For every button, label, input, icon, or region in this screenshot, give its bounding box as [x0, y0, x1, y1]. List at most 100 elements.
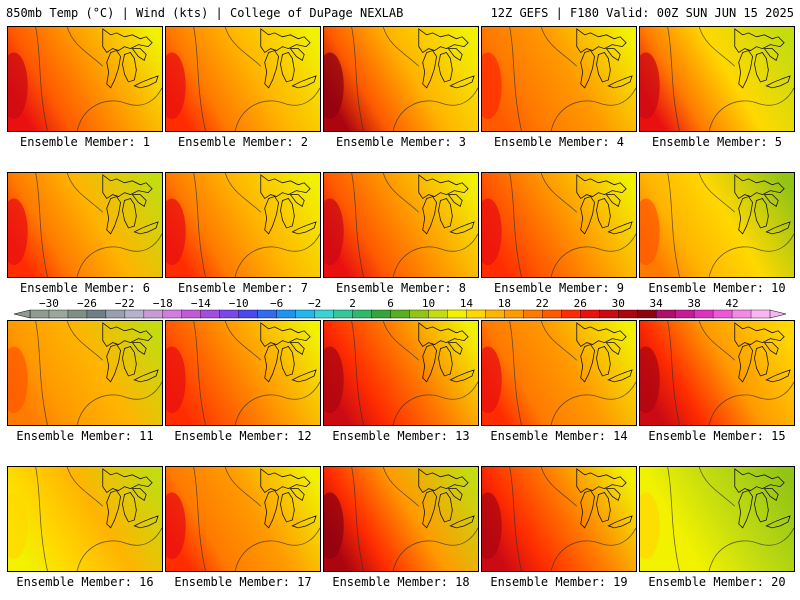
- colorbar-swatch: [693, 309, 714, 319]
- height-contours: [193, 27, 320, 131]
- colorbar-swatch: [162, 309, 183, 319]
- temperature-field: [324, 321, 478, 425]
- temperature-field: [482, 173, 636, 277]
- temperature-field: [640, 467, 794, 571]
- temperature-field: [324, 467, 478, 571]
- warm-core-shading: [8, 346, 28, 414]
- temperature-field: [640, 321, 794, 425]
- ensemble-map-panel: [165, 26, 321, 132]
- warm-core-shading: [8, 492, 28, 560]
- colorbar-swatch: [143, 309, 164, 319]
- colorbar-tick-label: 38: [687, 297, 701, 310]
- colorbar-swatch: [86, 309, 107, 319]
- temperature-field: [166, 467, 320, 571]
- ensemble-map-panel: [481, 320, 637, 426]
- great-lakes-outline: [102, 174, 159, 235]
- height-contours: [667, 321, 794, 425]
- ensemble-map-panel: [639, 320, 795, 426]
- colorbar-swatch: [314, 309, 335, 319]
- colorbar-tick-label: 30: [611, 297, 625, 310]
- colorbar-tick-label: −30: [39, 297, 59, 310]
- height-contours: [509, 173, 636, 277]
- ensemble-map-panel: [7, 172, 163, 278]
- colorbar-tick-label: −6: [270, 297, 284, 310]
- temperature-field: [8, 173, 162, 277]
- ensemble-member-label: Ensemble Member: 19: [490, 575, 628, 589]
- ensemble-member-label: Ensemble Member: 10: [648, 281, 786, 295]
- colorbar-swatch: [409, 309, 430, 319]
- warm-core-shading: [166, 52, 186, 120]
- ensemble-member-label: Ensemble Member: 8: [335, 281, 467, 295]
- colorbar-swatch: [523, 309, 544, 319]
- colorbar-swatch: [124, 309, 145, 319]
- ensemble-map-panel: [323, 466, 479, 572]
- colorbar-swatch: [219, 309, 240, 319]
- colorbar-swatch: [485, 309, 506, 319]
- colorbar-swatch: [750, 309, 771, 319]
- height-contours: [35, 173, 162, 277]
- ensemble-map-panel: [481, 26, 637, 132]
- colorbar-tick-label: −26: [76, 297, 97, 310]
- warm-core-shading: [482, 492, 502, 560]
- ensemble-member-label: Ensemble Member: 1: [19, 135, 151, 149]
- temperature-field: [8, 27, 162, 131]
- height-contours: [351, 321, 478, 425]
- warm-core-shading: [640, 346, 660, 414]
- ensemble-member-label: Ensemble Member: 18: [332, 575, 470, 589]
- colorbar-swatch: [181, 309, 202, 319]
- great-lakes-outline: [260, 322, 317, 383]
- warm-core-shading: [640, 198, 660, 266]
- colorbar-swatch: [618, 309, 638, 319]
- colorbar-tick-label: −2: [307, 297, 322, 310]
- great-lakes-outline: [260, 28, 317, 89]
- colorbar-swatch: [257, 309, 278, 319]
- height-contours: [193, 321, 320, 425]
- colorbar-arrow-right: [769, 309, 787, 319]
- colorbar-swatch: [731, 309, 752, 319]
- warm-core-shading: [640, 492, 660, 560]
- height-contours: [667, 467, 794, 571]
- height-contours: [667, 173, 794, 277]
- colorbar-tick-label: 6: [387, 297, 394, 310]
- great-lakes-outline: [734, 468, 791, 529]
- ensemble-member-label: Ensemble Member: 20: [648, 575, 786, 589]
- ensemble-map-panel: [481, 466, 637, 572]
- colorbar-swatch: [504, 309, 525, 319]
- height-contours: [351, 173, 478, 277]
- colorbar-swatch: [390, 309, 411, 319]
- height-contours: [35, 27, 162, 131]
- colorbar-arrow-left: [13, 309, 31, 319]
- temperature-field: [482, 321, 636, 425]
- temperature-field: [166, 321, 320, 425]
- colorbar-swatch: [67, 309, 88, 319]
- warm-core-shading: [324, 52, 344, 120]
- great-lakes-outline: [102, 468, 159, 529]
- ensemble-map-panel: [7, 26, 163, 132]
- ensemble-map-panel: [323, 320, 479, 426]
- ensemble-map-panel: [165, 466, 321, 572]
- height-contours: [509, 467, 636, 571]
- great-lakes-outline: [734, 174, 791, 235]
- warm-core-shading: [324, 492, 344, 560]
- colorbar-tick-label: −10: [228, 297, 249, 310]
- warm-core-shading: [166, 492, 186, 560]
- ensemble-member-label: Ensemble Member: 5: [651, 135, 783, 149]
- colorbar-tick-label: 34: [649, 297, 663, 310]
- colorbar-swatch: [200, 309, 221, 319]
- colorbar-swatch: [105, 309, 126, 319]
- great-lakes-outline: [102, 28, 159, 89]
- ensemble-map-panel: [323, 172, 479, 278]
- height-contours: [667, 27, 794, 131]
- great-lakes-outline: [418, 174, 475, 235]
- colorbar-tick-label: 22: [535, 297, 549, 310]
- height-contours: [35, 321, 162, 425]
- ensemble-map-panel: [165, 172, 321, 278]
- colorbar-swatch: [674, 309, 695, 319]
- great-lakes-outline: [260, 174, 317, 235]
- great-lakes-outline: [576, 322, 633, 383]
- warm-core-shading: [166, 346, 186, 414]
- temperature-field: [324, 27, 478, 131]
- colorbar-swatch: [48, 309, 69, 319]
- colorbar-swatch: [333, 309, 354, 319]
- temperature-field: [324, 173, 478, 277]
